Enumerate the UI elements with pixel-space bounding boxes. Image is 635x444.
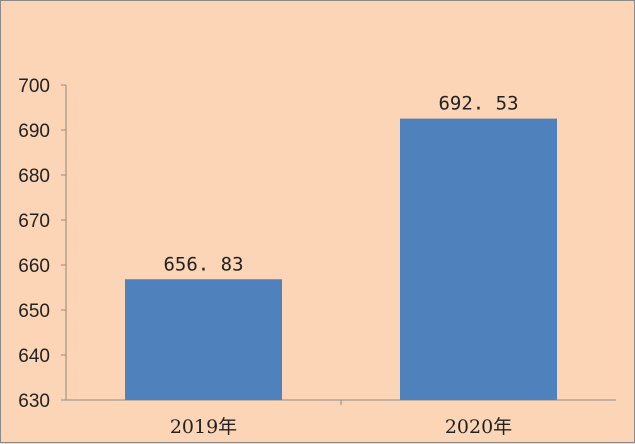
bar-2020: [400, 118, 557, 401]
y-tick-label: 680: [18, 166, 50, 187]
y-tick-label: 650: [18, 301, 50, 322]
x-category-label: 2019年: [170, 416, 237, 438]
y-tick-label: 630: [18, 391, 50, 412]
x-category-label: 2020年: [445, 416, 512, 438]
y-tick-label: 640: [18, 346, 50, 367]
data-label: 692. 53: [438, 93, 518, 115]
y-tick-label: 660: [18, 256, 50, 277]
y-tick-label: 690: [18, 121, 50, 142]
data-label: 656. 83: [163, 253, 243, 275]
y-tick-label: 670: [18, 211, 50, 232]
y-tick-label: 700: [18, 76, 50, 97]
bar-2019: [125, 279, 282, 400]
